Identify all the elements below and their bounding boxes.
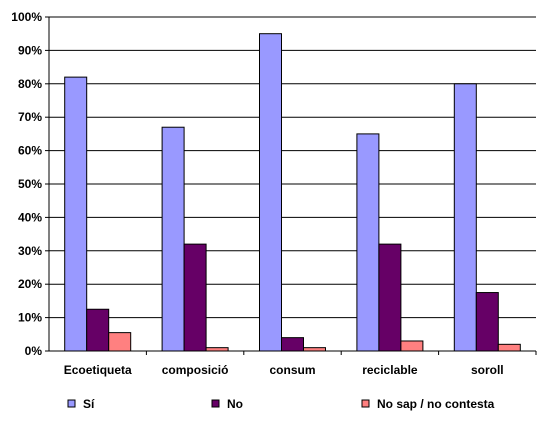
- y-tick-label: 30%: [18, 244, 42, 258]
- legend-swatch: [361, 399, 370, 408]
- bar-no: [475, 292, 499, 352]
- y-tick-label: 80%: [18, 77, 42, 91]
- bar-ns-nc: [400, 340, 424, 352]
- legend-label: No: [227, 397, 243, 411]
- bar-no: [86, 308, 110, 352]
- category-label: composició: [162, 363, 229, 377]
- bar-no: [183, 243, 207, 352]
- y-tick-label: 20%: [18, 277, 42, 291]
- y-tick-label: 50%: [18, 177, 42, 191]
- category-label: Ecoetiqueta: [64, 363, 132, 377]
- legend-label: No sap / no contesta: [377, 397, 495, 411]
- category-label: soroll: [471, 363, 504, 377]
- y-tick-label: 0%: [25, 344, 43, 358]
- y-tick-label: 10%: [18, 311, 42, 325]
- y-tick-label: 40%: [18, 210, 42, 224]
- bar-si: [64, 76, 88, 352]
- bar-no: [378, 243, 402, 352]
- y-tick-label: 90%: [18, 43, 42, 57]
- bar-ns-nc: [205, 347, 229, 352]
- y-tick-label: 70%: [18, 110, 42, 124]
- category-label: consum: [269, 363, 315, 377]
- legend-label: Sí: [83, 397, 95, 411]
- legend-swatch: [211, 399, 220, 408]
- bar-si: [161, 126, 185, 352]
- bar-si: [356, 133, 380, 352]
- legend-swatch: [67, 399, 76, 408]
- category-label: reciclable: [362, 363, 418, 377]
- y-tick-label: 60%: [18, 144, 42, 158]
- bar-no: [281, 337, 304, 352]
- bar-ns-nc: [108, 332, 132, 352]
- y-tick-label: 100%: [11, 10, 42, 24]
- bar-si: [259, 33, 282, 352]
- bar-si: [453, 83, 477, 352]
- bar-ns-nc: [303, 347, 326, 352]
- bar-ns-nc: [497, 343, 521, 352]
